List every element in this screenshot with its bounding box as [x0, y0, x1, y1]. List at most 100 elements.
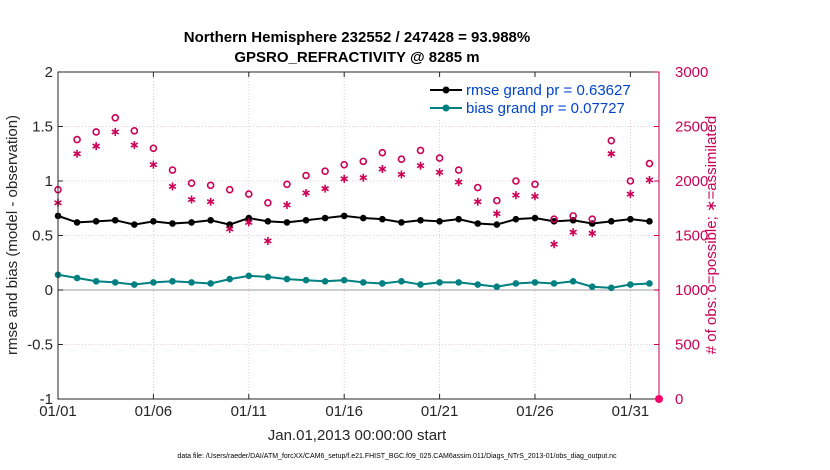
obs-possible-point [493, 196, 501, 205]
asterisk-stroke [302, 190, 310, 196]
grid [58, 72, 659, 399]
asterisk-stroke [435, 169, 444, 175]
obs-possible-point [435, 154, 444, 162]
data-point [245, 214, 253, 222]
data-point [207, 216, 214, 224]
y-tick-label: -0.5 [27, 337, 53, 354]
asterisk-stroke [397, 171, 406, 178]
obs-assimilated-point [130, 141, 139, 150]
data-point [321, 214, 329, 222]
obs-assimilated-point [73, 149, 81, 158]
data-point [359, 279, 367, 286]
data-point [379, 280, 386, 287]
asterisk-stroke [588, 230, 597, 237]
data-point [627, 215, 634, 223]
obs-assimilated-point [321, 184, 329, 193]
data-point [646, 280, 653, 287]
obs-assimilated-point [473, 197, 482, 206]
obs-assimilated-point [626, 190, 635, 199]
obs-assimilated-point [111, 127, 120, 136]
data-point [569, 277, 577, 285]
obs-possible-point [283, 180, 291, 189]
data-point [131, 281, 138, 288]
asterisk-stroke [531, 193, 539, 199]
x-tick-label: 01/06 [135, 403, 173, 420]
obs-assimilated-point [531, 192, 539, 201]
obs-possible-point [321, 167, 329, 175]
obs-assimilated-point [492, 209, 501, 218]
data-point [188, 219, 195, 226]
obs-possible-point [264, 199, 272, 207]
data-point [608, 218, 615, 225]
data-point [226, 275, 234, 283]
obs-possible-point [187, 179, 196, 187]
obs-assimilated-point [149, 160, 158, 169]
data-point [512, 280, 520, 287]
obs-possible-point [225, 185, 234, 194]
obs-possible-point [512, 177, 520, 185]
obs-possible-point [340, 160, 348, 169]
obs-assimilated-point [378, 165, 387, 174]
asterisk-stroke [416, 163, 425, 169]
obs-assimilated-point [302, 188, 310, 197]
data-point [379, 215, 386, 223]
y2-tick-label: 1000 [675, 282, 708, 299]
data-point [92, 218, 100, 225]
chart-subtitle: GPSRO_REFRACTIVITY @ 8285 m [234, 49, 479, 66]
y-tick-label: 0 [45, 282, 53, 299]
y-axis-label: rmse and bias (model - observation) [4, 115, 21, 355]
asterisk-stroke [244, 219, 253, 226]
asterisk-stroke [512, 192, 520, 198]
obs-assimilated-point [359, 173, 368, 182]
data-point [73, 274, 81, 282]
legend-marker-bias [442, 104, 450, 112]
asterisk-stroke [73, 151, 81, 157]
data-point [264, 218, 272, 225]
asterisk-stroke [340, 176, 349, 182]
y-axis-left: -1 -0.5 0 0.5 1 1.5 2 [27, 64, 63, 408]
data-point [474, 281, 482, 288]
data-point [283, 219, 291, 226]
data-point [302, 216, 310, 224]
data-point [550, 218, 558, 225]
x-tick-label: 01/16 [325, 403, 363, 420]
data-point [512, 215, 520, 223]
data-point [111, 279, 119, 286]
asterisk-stroke [225, 226, 234, 232]
x-tick-label: 01/11 [231, 403, 267, 420]
obs-possible-point [416, 146, 425, 155]
data-point [207, 280, 214, 287]
data-point [493, 283, 501, 291]
data-point [321, 277, 329, 285]
data-point [398, 219, 405, 226]
legend-marker-rmse [442, 86, 450, 94]
data-point [169, 220, 176, 227]
obs-assimilated-point [206, 197, 215, 206]
data-point [417, 216, 424, 224]
asterisk-stroke [359, 175, 368, 181]
asterisk-stroke [378, 166, 387, 172]
legend-label-rmse: rmse grand pr = 0.63627 [466, 82, 631, 99]
obs-assimilated-point [340, 174, 349, 183]
obs-possible-point [473, 183, 482, 192]
data-point [226, 221, 234, 228]
obs-assimilated-point [588, 229, 597, 238]
data-point [588, 283, 596, 291]
obs-possible-point [244, 190, 253, 198]
y2-tick-label: 2000 [675, 173, 708, 190]
obs-assimilated-point [225, 224, 234, 233]
obs-assimilated-point [187, 195, 196, 204]
data-point [169, 277, 176, 285]
x-axis-label: Jan.01,2013 00:00:00 start [268, 427, 447, 444]
data-point [283, 275, 291, 283]
y-axis-right: 0 500 1000 1500 2000 2500 3000 [654, 64, 708, 408]
obs-assimilated-point [264, 236, 272, 245]
obs-possible-point [397, 155, 406, 163]
asterisk-stroke [569, 229, 578, 235]
obs-possible-point [569, 212, 577, 220]
asterisk-stroke [92, 143, 101, 149]
legend: rmse grand pr = 0.63627 bias grand pr = … [423, 77, 657, 119]
asterisk-stroke [626, 191, 635, 197]
obs-possible-point [359, 157, 368, 166]
